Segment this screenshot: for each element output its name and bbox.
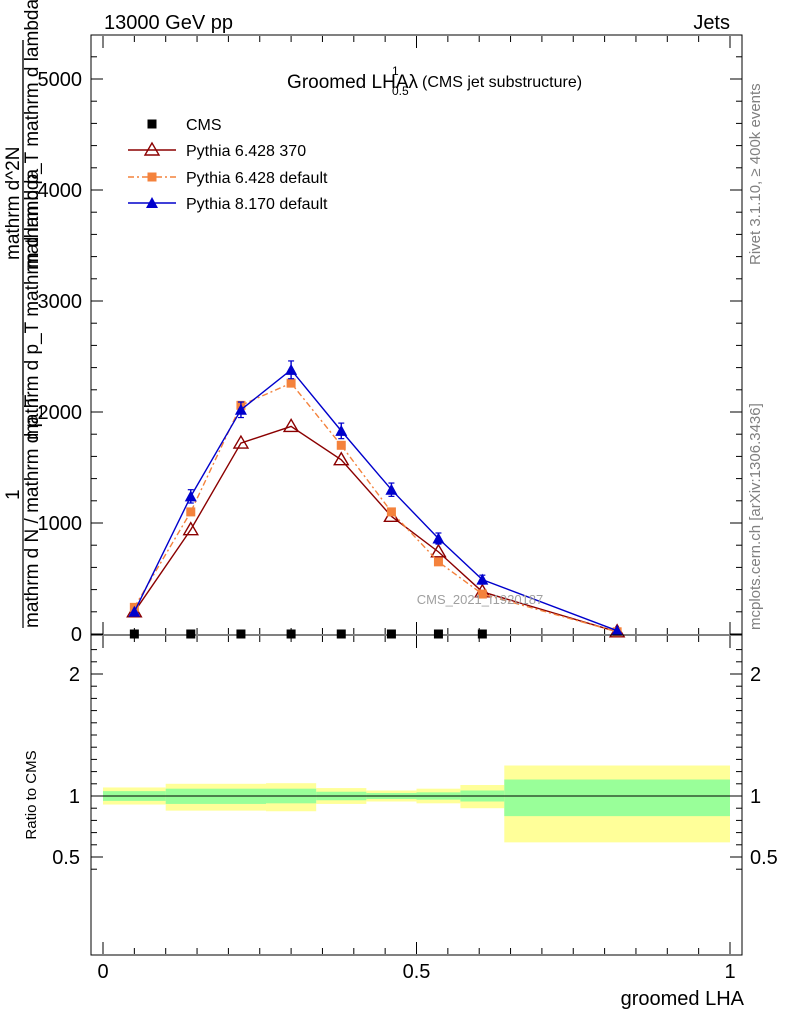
legend-marker <box>147 172 157 182</box>
data-point <box>128 605 141 617</box>
ratio-ytick-label-right: 0.5 <box>750 847 778 869</box>
legend-label-py6-370: Pythia 6.428 370 <box>186 143 306 160</box>
main-panel: 0 1000 2000 3000 4000 5000 Groomed LHAλ 1 0.5… <box>38 34 743 646</box>
data-point <box>477 629 487 639</box>
data-point <box>286 629 296 639</box>
ylabel-mid-num: mathrm d p_T mathrm d lambda <box>22 169 43 440</box>
ratio-band-inner <box>504 779 730 817</box>
data-point <box>386 629 396 639</box>
ratio-ytick-label: 0.5 <box>52 847 80 869</box>
data-point <box>182 521 199 536</box>
legend-marker <box>147 119 157 129</box>
ylabel-upper-den: mathrm d p_T mathrm d lambda <box>22 0 43 270</box>
ratio-ylabel: Ratio to CMS <box>23 750 40 839</box>
main-ytick-label: 2000 <box>38 402 83 424</box>
main-ytick-label: 4000 <box>38 180 83 202</box>
data-point <box>236 629 246 639</box>
data-point <box>386 507 396 517</box>
main-series <box>126 360 626 639</box>
data-point <box>335 424 348 436</box>
data-point <box>234 403 247 415</box>
title-note: (CMS jet substructure) <box>422 74 582 91</box>
data-point <box>430 543 447 558</box>
series-line <box>133 368 618 632</box>
series-line <box>133 382 618 633</box>
data-point <box>129 629 139 639</box>
header-process: 13000 GeV pp <box>104 12 233 34</box>
ratio-xtick-label: 0 <box>97 961 108 983</box>
ratio-ytick-label: 2 <box>69 664 80 686</box>
ratio-ticks <box>91 636 742 954</box>
series-0 <box>129 629 487 639</box>
ratio-ytick-label-right: 1 <box>750 786 761 808</box>
rivet-label: Rivet 3.1.10, ≥ 400k events <box>747 83 764 265</box>
data-point <box>432 532 445 544</box>
legend-label-cms: CMS <box>186 117 222 134</box>
ratio-bands <box>103 765 730 843</box>
ylabel-top: 1 <box>3 489 24 500</box>
data-point <box>184 490 197 502</box>
data-point <box>433 557 443 567</box>
data-point <box>285 363 298 375</box>
main-ytick-label: 3000 <box>38 291 83 313</box>
xaxis-label: groomed LHA <box>621 988 745 1010</box>
data-point <box>477 589 487 599</box>
main-ticks <box>91 36 742 635</box>
ylabel-mid-den: mathrm d N / mathrm d p_T <box>22 394 43 628</box>
main-y-label: mathrm d N / mathrm d p_T 1 mathrm d p_T… <box>3 0 43 628</box>
legend-label-py8-default: Pythia 8.170 default <box>186 196 328 213</box>
data-point <box>286 378 296 388</box>
legend-label-py6-default: Pythia 6.428 default <box>186 170 328 187</box>
series-line <box>133 425 618 633</box>
data-point <box>186 629 196 639</box>
title-sup: 1 <box>392 64 399 78</box>
series-1 <box>126 418 626 638</box>
data-point <box>232 434 250 449</box>
ratio-xtick-label: 0.5 <box>403 961 431 983</box>
mcplots-label: mcplots.cern.ch [arXiv:1306.3436] <box>747 403 764 630</box>
data-point <box>433 629 443 639</box>
ratio-ytick-label-right: 2 <box>750 664 761 686</box>
ratio-xtick-label: 1 <box>724 961 735 983</box>
main-yticklabels: 0 1000 2000 3000 4000 5000 <box>38 69 83 646</box>
data-point <box>333 451 350 466</box>
data-point <box>385 483 398 495</box>
ratio-panel: 0.5 0.5 1 1 2 2 0 0.5 1 Ratio to CMS groomed LHA <box>23 634 778 1010</box>
ratio-ytick-label: 1 <box>69 786 80 808</box>
main-ytick-label: 1000 <box>38 513 83 535</box>
title-main: Groomed LHAλ <box>287 72 418 93</box>
legend-marker <box>143 141 161 156</box>
data-point <box>336 629 346 639</box>
analysis-watermark: CMS_2021_I1920187 <box>417 592 544 607</box>
data-point <box>282 418 300 433</box>
data-point <box>476 573 489 585</box>
ratio-frame <box>90 634 743 956</box>
series-3 <box>128 360 624 636</box>
legend-marker <box>146 197 158 208</box>
main-ytick-label: 5000 <box>38 69 83 91</box>
ylabel-upper-num: mathrm d^2N <box>3 147 24 260</box>
data-point <box>611 624 624 636</box>
title-sub: 0.5 <box>392 84 409 98</box>
ratio-ticklabels: 0.5 0.5 1 1 2 2 0 0.5 1 <box>52 664 778 983</box>
main-ytick-label: 0 <box>71 624 82 646</box>
data-point <box>186 507 196 517</box>
header-category: Jets <box>693 12 730 34</box>
data-point <box>336 440 346 450</box>
legend: CMS Pythia 6.428 370 Pythia 6.428 defaul… <box>128 117 328 213</box>
